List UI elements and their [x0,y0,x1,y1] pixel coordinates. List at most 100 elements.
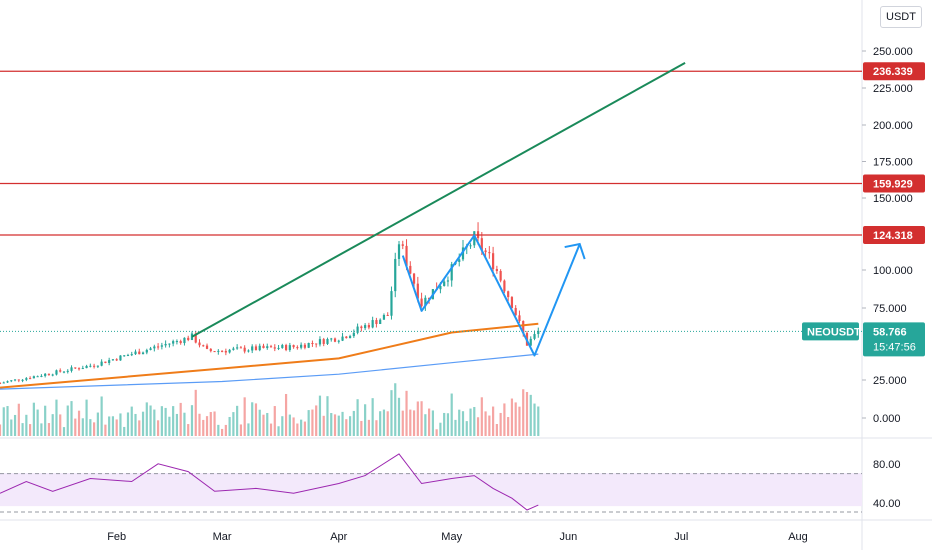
volume-bar [533,403,536,436]
volume-bar [149,405,152,436]
candle-body [288,345,291,351]
candle-body [198,342,201,346]
volume-bar [503,403,506,436]
volume-bar [108,416,111,436]
candle-body [217,350,220,352]
candle-body [416,283,419,299]
volume-bar [469,408,472,436]
candle-body [93,365,96,367]
volume-bar [439,422,442,436]
candle-body [175,341,179,343]
volume-bar [205,416,209,436]
candle-body [386,314,389,316]
candle-body [360,326,363,329]
volume-bar [141,411,145,436]
volume-bar [93,422,96,436]
volume-bar [303,421,306,436]
candle-body [507,291,510,298]
volume-bar [25,414,28,436]
rsi-tick-label: 40.00 [873,498,901,510]
volume-bar [288,414,291,436]
candle-body [284,345,288,351]
volume-bar [239,424,243,436]
volume-bar [44,405,47,436]
volume-bar [100,396,103,436]
time-tick-label: Apr [330,531,347,543]
candle-body [156,346,160,348]
volume-bar [209,412,212,436]
candle-body [115,359,118,361]
candle-body [10,380,13,382]
rsi-tick-label: 80.00 [873,459,901,471]
candle-body [55,370,58,375]
candle-body [44,373,47,376]
candle-body [6,381,9,383]
price-badge-value: 58.766 [873,326,907,338]
volume-bar [77,410,81,436]
candle-body [96,365,99,367]
volume-bar [431,410,434,436]
candle-body [100,361,103,366]
volume-bar [296,423,299,436]
candle-body [160,345,163,347]
level-label: 159.929 [873,179,913,191]
candle-body [341,336,344,341]
price-badge-countdown: 15:47:56 [873,341,916,353]
volume-bar [364,404,367,436]
trendline [191,61,686,338]
candle-body [277,347,280,349]
candle-body [251,346,254,351]
symbol-label-box [802,322,859,341]
volume-bar [40,423,43,436]
volume-bar [345,419,348,436]
volume-bar [443,412,446,436]
volume-bar [130,406,133,436]
candle-body [273,347,276,349]
candle-body [326,339,329,344]
volume-bar [416,401,419,436]
volume-bar [111,416,115,436]
candle-body [243,347,246,352]
candle-body [322,339,325,344]
volume-bar [360,420,363,436]
candle-body [405,245,408,266]
candle-body [29,378,32,380]
volume-bar [198,413,201,436]
volume-bar [168,416,171,436]
volume-bar [458,409,461,436]
candle-body [205,345,209,349]
candle-body [224,351,227,353]
candle-body [450,264,453,281]
candle-body [254,346,258,351]
candle-body [510,297,514,309]
level-label-box [863,225,925,244]
candle-body [239,347,243,349]
volume-bar [138,420,141,436]
volume-bar [217,424,220,436]
volume-bar [525,391,529,436]
volume-bar [13,414,17,436]
rsi-band [0,473,862,507]
candle-body [499,271,502,281]
candle-body [262,345,265,349]
currency-button[interactable]: USDT [880,6,922,28]
candle-body [236,347,239,349]
candle-body [379,319,382,325]
price-tick-label: 25.000 [873,375,907,387]
volume-bar [96,412,99,436]
volume-bar [115,419,118,436]
volume-bar [284,393,288,436]
volume-bar [183,412,186,436]
volume-bar [236,405,239,436]
volume-bar [435,429,438,436]
volume-bar [0,424,2,436]
volume-bar [371,398,374,436]
candle-body [85,365,88,369]
volume-bar [251,402,254,436]
volume-bar [47,423,51,436]
volume-bar [85,399,88,436]
volume-bar [397,397,401,436]
candle-body [21,379,24,381]
